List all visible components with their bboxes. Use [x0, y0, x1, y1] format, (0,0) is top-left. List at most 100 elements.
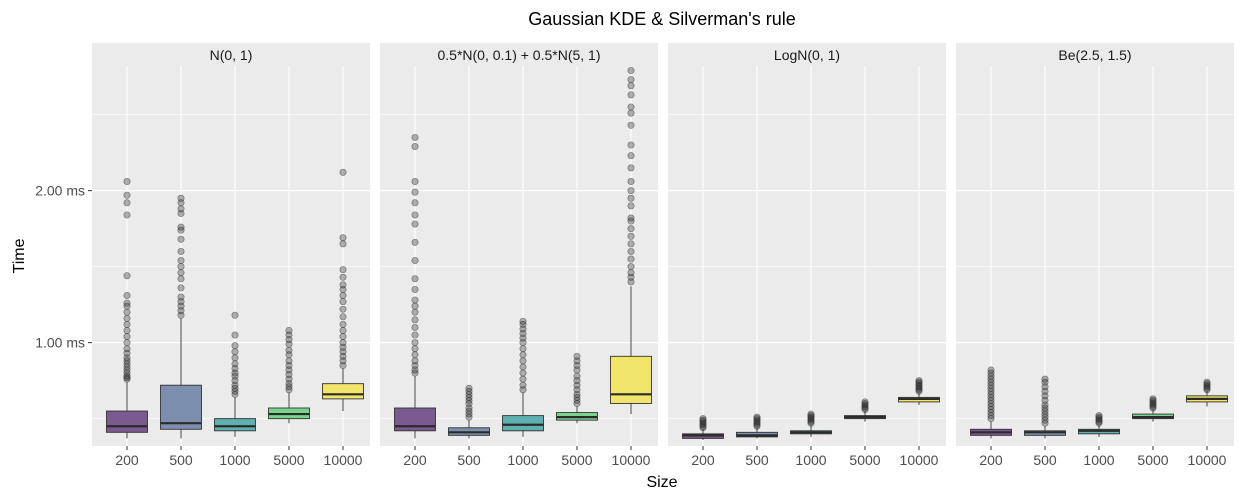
outlier-point	[123, 211, 131, 219]
outlier-point	[411, 302, 419, 310]
outlier-point	[339, 234, 347, 242]
y-tick-label: 1.00 ms	[35, 335, 85, 351]
box-200	[682, 415, 724, 440]
outlier-point	[231, 348, 239, 356]
outlier-point	[411, 296, 419, 304]
box-10000	[322, 168, 364, 412]
outlier-point	[411, 188, 419, 196]
x-tick-label: 200	[691, 452, 715, 468]
outlier-point	[1203, 378, 1211, 386]
outlier-point	[1149, 395, 1157, 403]
box-500	[448, 384, 490, 439]
x-tick-label: 5000	[1137, 452, 1168, 468]
facet-strip	[380, 43, 658, 66]
outlier-point	[411, 331, 419, 339]
facet-panel: 0.5*N(0, 0.1) + 0.5*N(5, 1) 200 500 1000 500…	[380, 43, 658, 468]
outlier-point	[339, 305, 347, 313]
facet-panel: Be(2.5, 1.5) 200 500 1000 5000 10000	[956, 43, 1234, 468]
outlier-point	[339, 240, 347, 248]
x-tick-label: 200	[403, 452, 427, 468]
outlier-point	[627, 232, 635, 240]
outlier-point	[339, 313, 347, 321]
y-tick-label: 2.00 ms	[35, 183, 85, 199]
outlier-point	[627, 91, 635, 99]
x-tick-label: 1000	[219, 452, 250, 468]
outlier-point	[411, 143, 419, 151]
outlier-point	[411, 257, 419, 265]
x-tick-label: 10000	[900, 452, 939, 468]
box-500	[736, 413, 778, 439]
outlier-point	[123, 339, 131, 347]
outlier-point	[177, 247, 185, 255]
outlier-point	[177, 269, 185, 277]
facet-strip	[668, 43, 946, 66]
outlier-point	[177, 275, 185, 283]
outlier-point	[807, 412, 815, 420]
panel-background	[92, 66, 370, 446]
x-tick-label: 1000	[507, 452, 538, 468]
outlier-point	[123, 199, 131, 207]
outlier-point	[411, 133, 419, 141]
outlier-point	[411, 323, 419, 331]
outlier-point	[123, 272, 131, 280]
outlier-point	[411, 178, 419, 186]
outlier-point	[123, 191, 131, 199]
outlier-point	[627, 263, 635, 271]
outlier-point	[807, 410, 815, 418]
x-tick-label: 1000	[795, 452, 826, 468]
outlier-point	[285, 326, 293, 334]
outlier-point	[411, 211, 419, 219]
outlier-point	[753, 413, 761, 421]
outlier-point	[627, 103, 635, 111]
y-axis-title: Time	[11, 238, 28, 273]
box-500	[160, 194, 202, 439]
outlier-point	[177, 235, 185, 243]
outlier-point	[411, 316, 419, 324]
outlier-point	[915, 377, 923, 385]
facet-label: LogN(0, 1)	[774, 47, 840, 63]
outlier-point	[339, 326, 347, 334]
outlier-point	[519, 317, 527, 325]
outlier-point	[573, 352, 581, 360]
outlier-point	[627, 247, 635, 255]
outlier-point	[231, 342, 239, 350]
box-200	[970, 366, 1012, 439]
outlier-point	[627, 255, 635, 263]
outlier-point	[627, 76, 635, 84]
box-5000	[556, 352, 598, 424]
x-axis-title: Size	[646, 474, 677, 491]
outlier-point	[339, 320, 347, 328]
outlier-point	[339, 168, 347, 176]
outlier-point	[231, 311, 239, 319]
outlier-point	[411, 339, 419, 347]
outlier-point	[519, 381, 527, 389]
outlier-point	[627, 269, 635, 277]
outlier-point	[519, 363, 527, 371]
outlier-point	[1095, 412, 1103, 420]
box-1000	[214, 311, 256, 437]
outlier-point	[627, 141, 635, 149]
outlier-point	[339, 292, 347, 300]
outlier-point	[339, 333, 347, 341]
outlier-point	[123, 299, 131, 307]
outlier-point	[627, 240, 635, 248]
facet-label: Be(2.5, 1.5)	[1058, 47, 1131, 63]
outlier-point	[519, 375, 527, 383]
x-tick-label: 500	[1033, 452, 1057, 468]
x-tick-label: 500	[457, 452, 481, 468]
outlier-point	[411, 285, 419, 293]
outlier-point	[231, 331, 239, 339]
outlier-point	[627, 187, 635, 195]
outlier-point	[627, 109, 635, 117]
outlier-point	[627, 121, 635, 129]
x-tick-label: 5000	[849, 452, 880, 468]
panel-background	[956, 66, 1234, 446]
box-5000	[268, 326, 310, 424]
outlier-point	[123, 292, 131, 300]
outlier-point	[177, 257, 185, 265]
outlier-point	[177, 263, 185, 271]
outlier-point	[1149, 396, 1157, 404]
outlier-point	[627, 214, 635, 222]
outlier-point	[411, 357, 419, 365]
outlier-point	[231, 354, 239, 362]
